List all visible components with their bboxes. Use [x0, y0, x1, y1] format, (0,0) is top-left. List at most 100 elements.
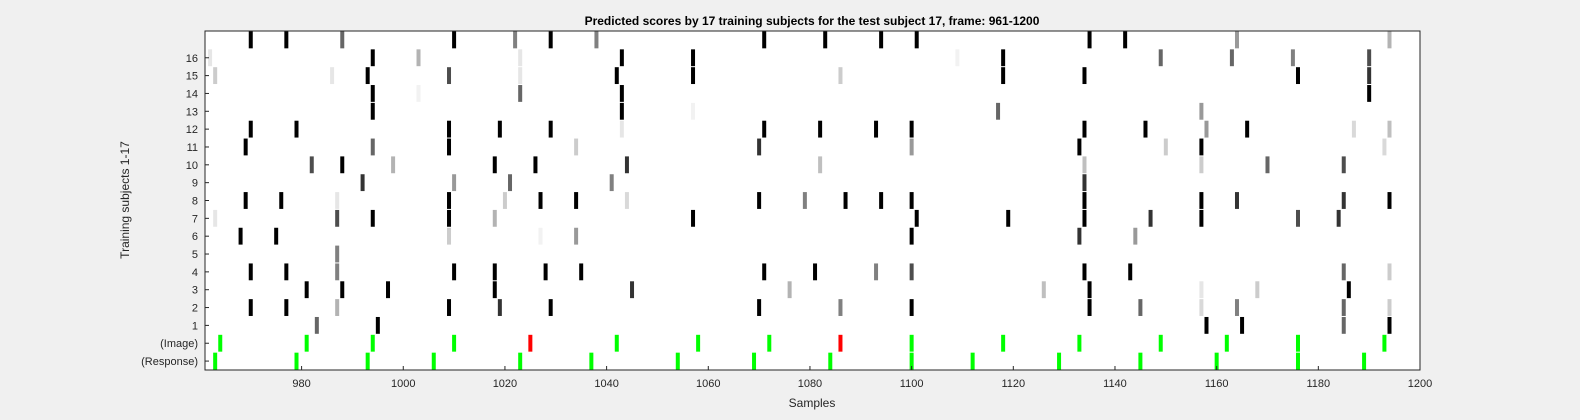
heatmap-cell: [447, 192, 452, 209]
heatmap-cell: [1387, 120, 1392, 138]
heatmap-cell: [1087, 31, 1092, 49]
y-tick-label: 8: [192, 196, 198, 208]
heatmap-cell: [1341, 299, 1346, 316]
response-event-marker: [589, 352, 594, 370]
response-event-marker: [431, 352, 436, 370]
plot-frame: [204, 30, 1421, 371]
heatmap-cell: [548, 120, 553, 138]
heatmap-cell: [538, 227, 543, 245]
image-event-marker: [1224, 334, 1229, 352]
heatmap-cell: [370, 85, 375, 102]
x-tick-label: 1120: [1001, 378, 1025, 390]
heatmap-cell: [619, 49, 624, 67]
heatmap-cell: [762, 263, 767, 281]
image-event-marker: [452, 334, 457, 352]
heatmap-cell: [624, 156, 629, 174]
heatmap-cell: [492, 263, 497, 281]
heatmap-cell: [284, 299, 289, 316]
heatmap-cell: [843, 192, 848, 209]
heatmap-cell: [1387, 192, 1392, 209]
heatmap-cell: [1199, 156, 1204, 174]
heatmap-cell: [248, 120, 253, 138]
x-tick-label: 1100: [900, 378, 924, 390]
heatmap-cell: [208, 49, 213, 67]
heatmap-cell: [1245, 120, 1250, 138]
heatmap-cell: [1234, 31, 1239, 49]
heatmap-cell: [447, 299, 452, 316]
heatmap-cell: [1341, 263, 1346, 281]
heatmap-cell: [452, 174, 457, 192]
y-tick-label: 15: [186, 71, 198, 83]
heatmap-cell: [1082, 192, 1087, 209]
heatmap-cell: [386, 281, 391, 299]
heatmap-cell: [909, 120, 914, 138]
x-tick-label: 1160: [1205, 378, 1229, 390]
y-tick-label: (Image): [160, 338, 198, 350]
heatmap-cell: [1082, 67, 1087, 85]
heatmap-cell: [340, 31, 345, 49]
y-tick-label: 12: [186, 124, 198, 136]
heatmap-cell: [914, 209, 919, 227]
image-event-marker: [1295, 334, 1300, 352]
heatmap-cell: [1001, 49, 1006, 67]
heatmap-cell: [1163, 138, 1168, 156]
heatmap-cell: [574, 138, 579, 156]
response-event-marker: [294, 352, 299, 370]
heatmap-cell: [335, 263, 340, 281]
chart-title: Predicted scores by 17 training subjects…: [585, 14, 1040, 28]
heatmap-cell: [1041, 281, 1046, 299]
heatmap-cell: [1234, 192, 1239, 209]
heatmap-cell: [1199, 138, 1204, 156]
heatmap-cell: [1199, 299, 1204, 316]
heatmap-cell: [1123, 31, 1128, 49]
x-tick-label: 1200: [1408, 378, 1432, 390]
heatmap-cell: [370, 138, 375, 156]
heatmap-cell: [1295, 209, 1300, 227]
heatmap-cell: [1387, 299, 1392, 316]
image-event-marker: [370, 334, 375, 352]
heatmap-cell: [818, 156, 823, 174]
heatmap-cell: [274, 227, 279, 245]
image-event-marker: [767, 334, 772, 352]
heatmap-cell: [340, 281, 345, 299]
heatmap-cell: [619, 102, 624, 120]
y-tick-label: 2: [192, 303, 198, 315]
heatmap-cell: [691, 67, 696, 85]
heatmap-cell: [1265, 156, 1270, 174]
heatmap-cell: [823, 31, 828, 49]
heatmap-cell: [279, 192, 284, 209]
heatmap-cell: [248, 31, 253, 49]
heatmap-cell: [1087, 281, 1092, 299]
heatmap-cell: [335, 209, 340, 227]
response-event-marker: [1138, 352, 1143, 370]
heatmap-cell: [1087, 299, 1092, 316]
heatmap-cell: [630, 281, 635, 299]
heatmap-cell: [1387, 316, 1392, 334]
heatmap-cell: [518, 67, 523, 85]
heatmap-cell: [492, 281, 497, 299]
heatmap-cell: [838, 299, 843, 316]
heatmap-cell: [508, 174, 513, 192]
plot-area: [205, 31, 1420, 370]
heatmap-cell: [757, 192, 762, 209]
x-tick-label: 1000: [391, 378, 415, 390]
x-tick-label: 980: [292, 378, 310, 390]
x-axis-label: Samples: [789, 396, 836, 410]
heatmap-cell: [365, 67, 370, 85]
y-tick-label: (Response): [141, 356, 198, 368]
heatmap-cell: [813, 263, 818, 281]
heatmap-cell: [1082, 120, 1087, 138]
heatmap-cell: [1128, 263, 1133, 281]
image-event-marker: [1077, 334, 1082, 352]
heatmap-cell: [1001, 67, 1006, 85]
heatmap-cell: [513, 31, 518, 49]
response-event-marker: [518, 352, 523, 370]
heatmap-cell: [1199, 281, 1204, 299]
heatmap-cell: [619, 120, 624, 138]
heatmap-cell: [416, 49, 421, 67]
heatmap-cell: [294, 120, 299, 138]
heatmap-cell: [1295, 67, 1300, 85]
heatmap-cell: [518, 85, 523, 102]
heatmap-cell: [914, 31, 919, 49]
